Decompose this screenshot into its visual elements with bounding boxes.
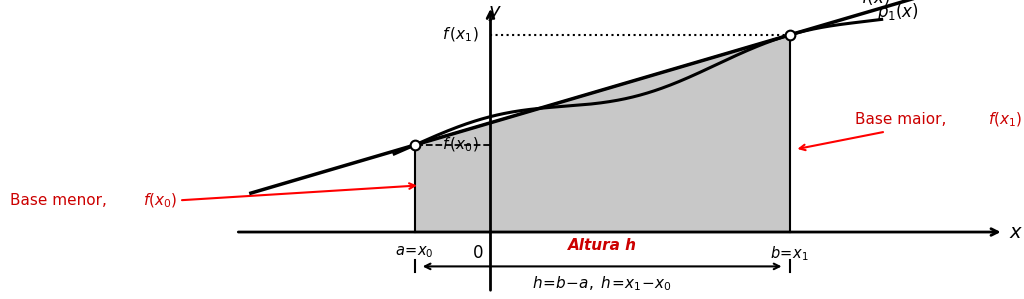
Text: Base maior,: Base maior, xyxy=(855,112,951,127)
Text: $x$: $x$ xyxy=(1009,222,1023,242)
Text: $h\!=\!b\!-\!a,\ h\!=\!x_1\!-\!x_0$: $h\!=\!b\!-\!a,\ h\!=\!x_1\!-\!x_0$ xyxy=(532,274,672,293)
Text: $p_1(x)$: $p_1(x)$ xyxy=(877,1,919,23)
Text: $f(x_1)$: $f(x_1)$ xyxy=(988,110,1022,129)
Text: Altura h: Altura h xyxy=(567,238,637,253)
Text: $f\,(x_1)$: $f\,(x_1)$ xyxy=(441,26,478,44)
Text: $f(x)$: $f(x)$ xyxy=(861,0,891,7)
Text: $y$: $y$ xyxy=(488,4,503,24)
Text: $a\!=\!x_0$: $a\!=\!x_0$ xyxy=(395,244,434,260)
Text: $f(x_0)$: $f(x_0)$ xyxy=(143,191,177,210)
Text: $b\!=\!x_1$: $b\!=\!x_1$ xyxy=(770,244,809,263)
Text: Base menor,: Base menor, xyxy=(10,193,112,208)
Text: $0$: $0$ xyxy=(472,244,484,262)
Polygon shape xyxy=(415,35,790,232)
Text: $f\,(x_0)$: $f\,(x_0)$ xyxy=(441,136,478,154)
